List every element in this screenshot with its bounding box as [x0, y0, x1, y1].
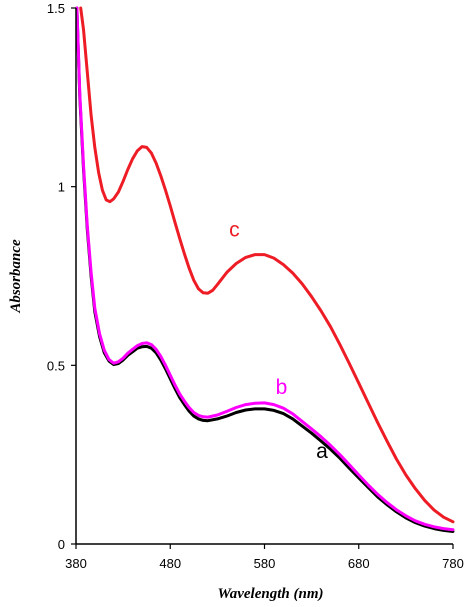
x-tick-label: 380 [65, 556, 87, 571]
curve-label-b: b [276, 376, 288, 399]
curve-label-a: a [316, 440, 328, 463]
curve-b [75, 6, 455, 532]
x-tick-label: 680 [348, 556, 370, 571]
axes [75, 8, 453, 545]
curves [75, 6, 455, 533]
x-tick-label: 780 [442, 556, 464, 571]
y-axis-title: Absorbance [8, 239, 24, 314]
y-tick-label: 1.5 [47, 1, 65, 16]
curve-label-c: c [229, 219, 240, 242]
x-axis-title: Wavelength (nm) [218, 586, 324, 602]
curve-labels: a b c [229, 219, 328, 464]
x-tick-label: 580 [254, 556, 276, 571]
y-ticks: 0 0.5 1 1.5 [47, 1, 76, 552]
curve-a [75, 6, 455, 533]
x-ticks: 380 480 580 680 780 [65, 544, 464, 571]
y-tick-label: 0.5 [47, 358, 65, 373]
curve-c [79, 6, 455, 524]
y-tick-label: 0 [58, 537, 65, 552]
y-tick-label: 1 [58, 180, 65, 195]
x-tick-label: 480 [159, 556, 181, 571]
